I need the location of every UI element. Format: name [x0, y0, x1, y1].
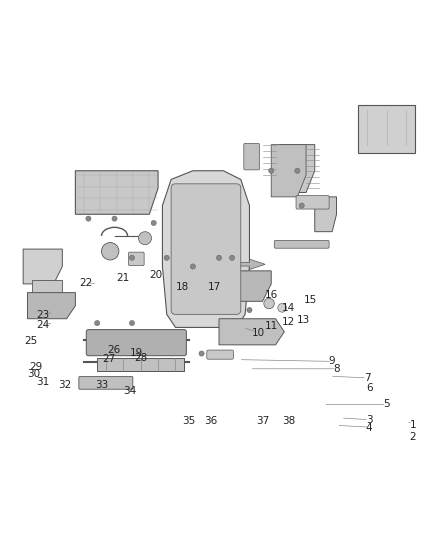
Text: 11: 11 — [265, 321, 278, 331]
Text: 12: 12 — [282, 317, 295, 327]
PathPatch shape — [271, 144, 306, 197]
PathPatch shape — [75, 171, 158, 214]
Circle shape — [164, 255, 170, 261]
Text: 35: 35 — [182, 416, 195, 426]
Text: 37: 37 — [256, 416, 269, 426]
Text: 14: 14 — [282, 303, 295, 313]
Circle shape — [278, 303, 286, 312]
PathPatch shape — [215, 271, 271, 301]
PathPatch shape — [28, 293, 75, 319]
Text: 15: 15 — [304, 295, 317, 305]
Text: 7: 7 — [364, 373, 370, 383]
Text: 28: 28 — [134, 353, 147, 363]
Circle shape — [138, 232, 152, 245]
Text: 9: 9 — [329, 357, 336, 366]
Circle shape — [216, 255, 222, 261]
Text: 10: 10 — [251, 328, 265, 337]
Text: 38: 38 — [282, 416, 295, 426]
Circle shape — [151, 220, 156, 225]
PathPatch shape — [315, 197, 336, 232]
Circle shape — [230, 255, 235, 261]
FancyBboxPatch shape — [207, 350, 233, 359]
Text: 2: 2 — [410, 432, 416, 442]
Text: 8: 8 — [333, 364, 340, 374]
Circle shape — [129, 255, 134, 261]
Circle shape — [295, 168, 300, 173]
Text: 34: 34 — [123, 385, 136, 395]
Text: 30: 30 — [28, 369, 41, 379]
Text: 20: 20 — [149, 270, 162, 280]
Text: 26: 26 — [107, 345, 120, 356]
Circle shape — [95, 320, 100, 326]
PathPatch shape — [219, 319, 284, 345]
Text: 36: 36 — [204, 416, 217, 426]
Circle shape — [268, 168, 274, 173]
FancyBboxPatch shape — [274, 240, 329, 248]
PathPatch shape — [23, 249, 62, 284]
FancyBboxPatch shape — [171, 184, 241, 314]
PathPatch shape — [97, 358, 184, 371]
Circle shape — [112, 216, 117, 221]
Text: 3: 3 — [366, 415, 372, 425]
Text: 13: 13 — [297, 314, 311, 325]
FancyBboxPatch shape — [244, 143, 259, 170]
Text: 6: 6 — [366, 383, 372, 393]
FancyBboxPatch shape — [296, 196, 329, 209]
Text: 31: 31 — [36, 377, 49, 387]
Text: 25: 25 — [25, 336, 38, 346]
Text: 29: 29 — [30, 361, 43, 372]
Text: 17: 17 — [208, 282, 221, 292]
Circle shape — [199, 351, 204, 356]
Circle shape — [129, 320, 134, 326]
Circle shape — [264, 298, 274, 309]
PathPatch shape — [32, 279, 62, 293]
Text: 32: 32 — [58, 380, 71, 390]
Text: 5: 5 — [383, 399, 390, 409]
Text: 23: 23 — [36, 310, 49, 320]
Text: 18: 18 — [175, 282, 189, 292]
FancyBboxPatch shape — [79, 377, 133, 389]
Text: 1: 1 — [410, 421, 416, 430]
Text: 24: 24 — [36, 320, 49, 330]
PathPatch shape — [358, 106, 415, 154]
Text: 4: 4 — [366, 423, 372, 433]
PathPatch shape — [280, 144, 315, 192]
PathPatch shape — [162, 171, 250, 327]
Text: 16: 16 — [265, 290, 278, 300]
Text: 21: 21 — [117, 273, 130, 283]
Circle shape — [190, 264, 195, 269]
Text: 33: 33 — [95, 380, 108, 390]
Circle shape — [102, 243, 119, 260]
FancyBboxPatch shape — [86, 329, 186, 356]
Text: 19: 19 — [130, 348, 143, 358]
Circle shape — [86, 216, 91, 221]
FancyArrow shape — [223, 259, 265, 270]
Circle shape — [247, 308, 252, 313]
Text: 22: 22 — [80, 278, 93, 288]
FancyBboxPatch shape — [128, 252, 144, 265]
Circle shape — [299, 203, 304, 208]
Text: 27: 27 — [102, 354, 116, 364]
